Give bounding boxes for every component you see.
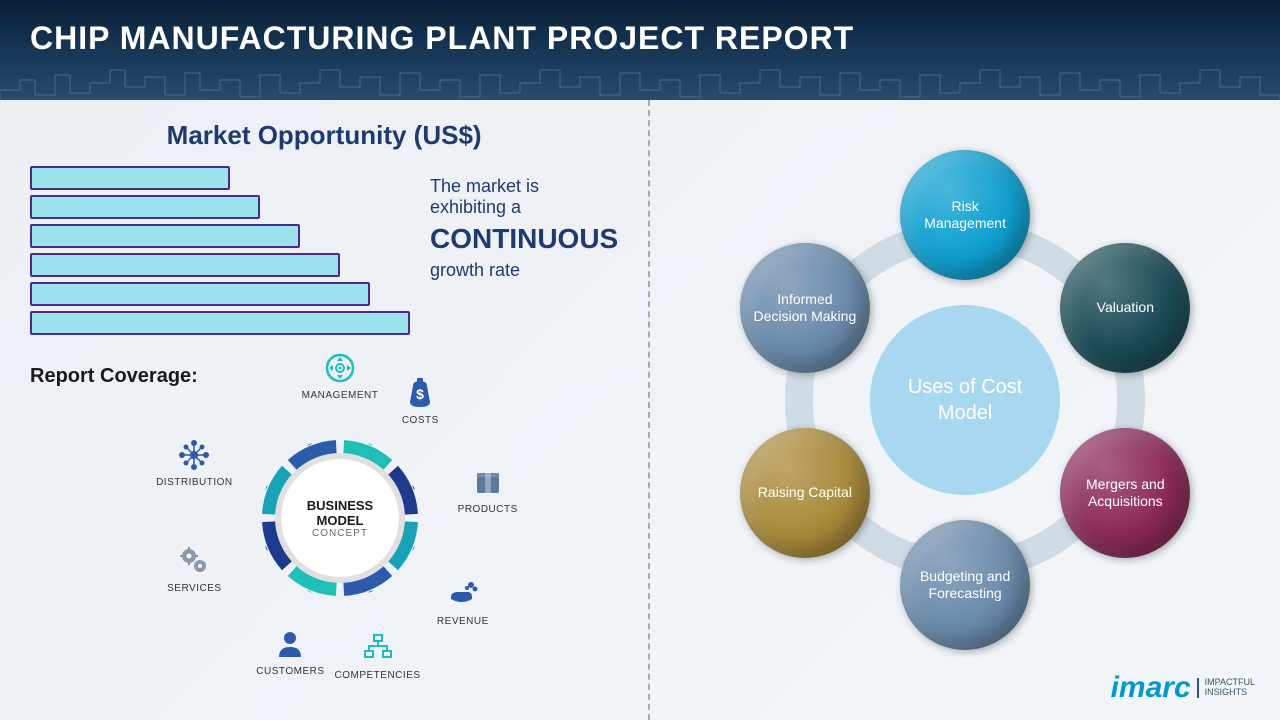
bars-wrap: The market is exhibiting a CONTINUOUS gr… [30,166,618,340]
competencies-icon [360,630,396,666]
business-model-diagram: BUSINESS MODEL CONCEPT MANAGEMENT$COSTSP… [130,358,550,678]
header-title: CHIP MANUFACTURING PLANT PROJECT REPORT [30,20,1250,57]
biz-label: DISTRIBUTION [144,477,244,488]
cost-node-4: Raising Capital [740,428,870,558]
growth-line1: The market is exhibiting a [430,176,618,218]
biz-center-line2: MODEL [317,513,364,528]
biz-label: CUSTOMERS [240,666,340,677]
costs-icon: $ [402,375,438,411]
biz-label: REVENUE [413,616,513,627]
center-circle-label: Uses of Cost Model [890,374,1040,426]
growth-line2: CONTINUOUS [430,223,618,255]
products-icon [470,464,506,500]
biz-node-competencies: COMPETENCIES [328,630,428,681]
biz-node-customers: CUSTOMERS [240,626,340,677]
center-circle: Uses of Cost Model [870,305,1060,495]
bar-chart [30,166,410,340]
logo-main: imarc [1111,671,1191,705]
biz-label: PRODUCTS [438,504,538,515]
business-model-center: BUSINESS MODEL CONCEPT [275,453,405,583]
right-panel: Uses of Cost Model Risk ManagementValuat… [650,100,1280,720]
bar-4 [30,282,370,306]
cost-node-1: Valuation [1060,243,1190,373]
skyline-graphic [0,65,1280,105]
content-area: Market Opportunity (US$) The market is e… [0,100,1280,720]
bar-3 [30,253,340,277]
cost-node-2: Mergers and Acquisitions [1060,428,1190,558]
biz-label: COMPETENCIES [328,670,428,681]
biz-node-services: SERVICES [144,543,244,594]
biz-node-products: PRODUCTS [438,464,538,515]
management-icon [322,350,358,386]
logo: imarc IMPACTFUL INSIGHTS [1111,671,1255,705]
bar-0 [30,166,230,190]
customers-icon [272,626,308,662]
distribution-icon [176,437,212,473]
left-title: Market Opportunity (US$) [30,120,618,151]
growth-line3: growth rate [430,260,618,281]
cost-node-5: Informed Decision Making [740,243,870,373]
cost-node-3: Budgeting and Forecasting [900,520,1030,650]
biz-label: SERVICES [144,583,244,594]
bar-2 [30,224,300,248]
biz-label: COSTS [370,415,470,426]
services-icon [176,543,212,579]
svg-text:$: $ [416,386,424,402]
logo-sub1: IMPACTFUL [1205,677,1255,687]
cost-node-0: Risk Management [900,150,1030,280]
biz-center-line1: BUSINESS [307,498,373,513]
biz-node-revenue: REVENUE [413,576,513,627]
growth-text: The market is exhibiting a CONTINUOUS gr… [430,166,618,281]
biz-node-costs: $ COSTS [370,375,470,426]
logo-sub: IMPACTFUL INSIGHTS [1197,678,1255,698]
bar-5 [30,311,410,335]
uses-cost-model-diagram: Uses of Cost Model Risk ManagementValuat… [705,140,1225,660]
logo-sub2: INSIGHTS [1205,687,1248,697]
header: CHIP MANUFACTURING PLANT PROJECT REPORT [0,0,1280,100]
revenue-icon [445,576,481,612]
biz-center-line3: CONCEPT [312,528,368,539]
biz-node-distribution: DISTRIBUTION [144,437,244,488]
left-panel: Market Opportunity (US$) The market is e… [0,100,650,720]
bar-1 [30,195,260,219]
